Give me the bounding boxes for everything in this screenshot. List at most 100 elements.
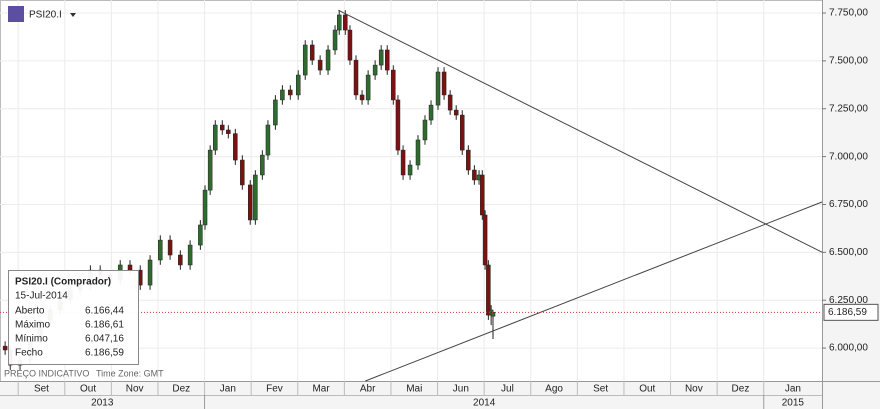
candle-body (466, 149, 471, 171)
candle-body (265, 124, 271, 156)
candle-body (378, 49, 384, 66)
candle-body (343, 14, 348, 31)
y-tick-label: 6.000,00 (829, 343, 868, 354)
candle-body (260, 154, 265, 176)
candle-body (253, 174, 258, 221)
symbol-icon (8, 6, 24, 22)
candle-body (472, 169, 477, 181)
x-tick-label: Set (593, 384, 608, 395)
candle-body (167, 239, 173, 256)
candle-body (490, 312, 496, 317)
candle-body (187, 244, 193, 266)
candle-body (127, 264, 133, 271)
candle-body (372, 64, 378, 76)
candle-body (391, 69, 396, 101)
x-tick-label: Set (34, 384, 49, 395)
candle-body (213, 124, 218, 151)
last-price-label: 6.186,59 (828, 307, 867, 318)
candle-body (435, 71, 441, 106)
candle-body (422, 119, 428, 141)
candle-body (336, 14, 342, 31)
x-tick-label: Abr (360, 384, 376, 395)
x-tick-label: Dez (172, 384, 190, 395)
candle-body (158, 239, 163, 261)
x-tick-label: Dez (732, 384, 750, 395)
tooltip-box (8, 270, 139, 365)
last-price-box (823, 303, 879, 321)
candle-body (407, 164, 413, 176)
candle-body (247, 184, 253, 221)
candle-body (447, 94, 453, 111)
year-label: 2015 (782, 398, 805, 409)
candle-body (486, 264, 491, 316)
candle-body (273, 99, 278, 126)
candle-body (480, 174, 485, 216)
x-tick-label: Out (639, 384, 655, 395)
x-tick-label: Jul (501, 384, 514, 395)
candle-body (325, 49, 331, 71)
y-tick-label: 6.500,00 (829, 247, 868, 258)
tooltip-value: 6.186,61 (85, 320, 124, 331)
footer-note: PREÇO INDICATIVO (4, 368, 89, 378)
candle-body (347, 29, 353, 61)
trendline (365, 201, 823, 382)
candle-body (147, 259, 153, 286)
x-tick-label: Nov (685, 384, 703, 395)
tooltip: PSI20.I (Comprador) 15-Jul-2014 Aberto 6… (8, 270, 139, 365)
y-tick-label: 7.250,00 (829, 103, 868, 114)
x-tick-label: Mar (312, 384, 330, 395)
tooltip-title: PSI20.I (Comprador) (15, 277, 111, 288)
header: PSI20.I (8, 6, 76, 22)
tooltip-value: 6.166,44 (85, 306, 124, 317)
x-tick-label: Jan (785, 384, 801, 395)
y-axis-area (822, 0, 880, 409)
candle-body (395, 99, 401, 151)
candle-body (482, 214, 488, 266)
x-tick-label: Mai (406, 384, 422, 395)
candle-body (202, 189, 208, 226)
candle-body (288, 89, 293, 96)
tooltip-label: Máximo (15, 320, 50, 331)
trendline (338, 9, 823, 253)
candle-body (384, 49, 390, 71)
footer-timezone: Time Zone: GMT (96, 368, 164, 378)
candle-body (295, 74, 301, 96)
x-tick-label: Jan (220, 384, 236, 395)
tooltip-date: 15-Jul-2014 (15, 291, 68, 302)
y-tick-label: 7.750,00 (829, 8, 868, 19)
tooltip-value: 6.186,59 (85, 348, 124, 359)
tooltip-value: 6.047,16 (85, 334, 124, 345)
x-tick-label: Nov (126, 384, 144, 395)
candle-body (207, 149, 213, 191)
candle-body (365, 74, 371, 101)
x-tick-label: Jun (453, 384, 469, 395)
candle-body (233, 133, 238, 161)
candle-body (332, 29, 338, 51)
candle-body (317, 59, 323, 71)
candle-body (240, 159, 245, 186)
candle-body (400, 149, 406, 176)
tooltip-label: Fecho (15, 348, 43, 359)
candle-body (359, 94, 365, 101)
dropdown-arrow[interactable] (70, 13, 76, 17)
tooltip-label: Mínimo (15, 334, 48, 345)
marks: 6.186,59 (0, 9, 879, 382)
x-tick-label: Fev (266, 384, 283, 395)
candle-body (2, 345, 8, 351)
candle-body (441, 71, 447, 96)
x-tick-label: Ago (545, 384, 563, 395)
candle-body (280, 89, 285, 101)
y-tick-label: 6.250,00 (829, 295, 868, 306)
y-tick-label: 6.750,00 (829, 199, 868, 210)
symbol[interactable]: PSI20.I (29, 10, 62, 21)
y-tick-label: 7.000,00 (829, 151, 868, 162)
candle-body (415, 139, 421, 166)
year-label: 2013 (91, 398, 114, 409)
candle-body (309, 44, 315, 61)
x-tick-label: Out (80, 384, 96, 395)
candle-body (198, 224, 203, 246)
tooltip-label: Aberto (15, 306, 45, 317)
candle-body (226, 129, 231, 134)
